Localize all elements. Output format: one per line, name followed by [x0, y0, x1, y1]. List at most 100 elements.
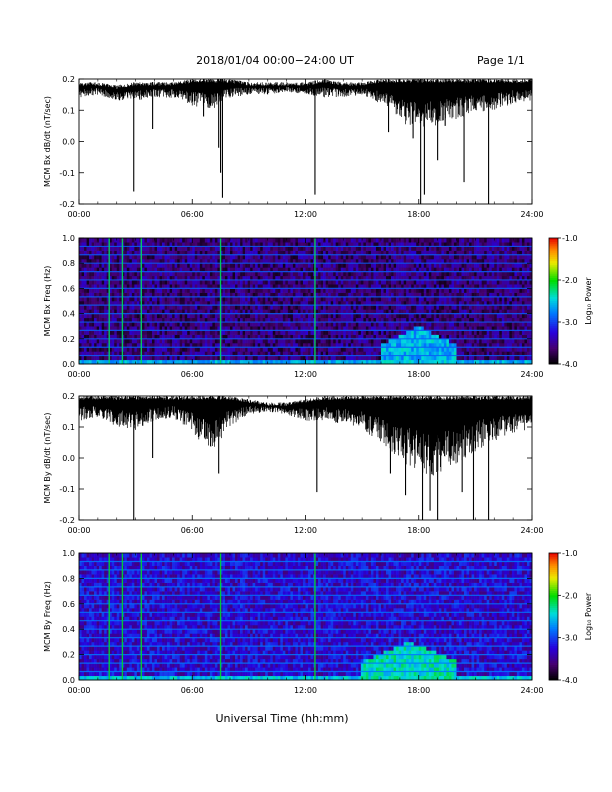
spectrogram-cell — [154, 280, 158, 285]
spectrogram-cell — [343, 343, 347, 348]
spectrogram-cell — [338, 296, 342, 302]
spectrogram-cell — [328, 280, 331, 285]
spectrogram-cell — [202, 301, 206, 306]
spectrogram-cell — [484, 292, 487, 298]
spectrogram-cell — [144, 326, 148, 331]
spectrogram-cell — [388, 280, 392, 285]
spectrogram-cell — [300, 305, 304, 310]
spectrogram-cell — [466, 359, 470, 365]
spectrogram-cell — [310, 246, 314, 251]
spectrogram-cell — [257, 254, 261, 260]
spectrogram-cell — [126, 275, 130, 281]
spectrogram-cell — [172, 309, 175, 314]
spectrogram-cell — [106, 343, 110, 348]
spectrogram-cell — [469, 334, 472, 340]
spectrogram-cell — [179, 238, 183, 243]
spectrogram-cell — [232, 313, 236, 319]
y-tick-label: -0.2 — [59, 200, 75, 209]
spectrogram-cell — [431, 343, 435, 348]
spectrogram-cell — [323, 267, 326, 272]
spectrogram-cell — [401, 242, 404, 247]
spectrogram-cell — [481, 347, 485, 352]
spectrogram-cell — [275, 351, 279, 356]
spectrogram-cell — [388, 292, 392, 298]
spectrogram-cell — [242, 267, 246, 272]
spectrogram-cell — [285, 296, 289, 302]
spectrogram-cell — [328, 288, 331, 293]
spectrogram-cell — [179, 305, 183, 310]
spectrogram-cell — [151, 322, 155, 327]
spectrogram-cell — [81, 305, 85, 310]
spectrogram-cell — [388, 288, 392, 293]
spectrogram-cell — [416, 305, 420, 310]
spectrogram-cell — [315, 238, 319, 243]
spectrogram-cell — [401, 267, 404, 272]
spectrogram-cell — [272, 267, 276, 272]
spectrogram-cell — [252, 343, 256, 348]
spectrogram-cell — [116, 313, 120, 319]
spectrogram-cell — [343, 347, 347, 352]
spectrogram-cell — [219, 238, 223, 243]
spectrogram-cell — [227, 301, 231, 306]
spectrogram-cell — [292, 322, 296, 327]
spectrogram-cell — [340, 347, 344, 352]
spectrogram-cell — [149, 326, 153, 331]
spectrogram-cell — [212, 296, 216, 302]
spectrogram-cell — [189, 263, 193, 268]
spectrogram-cell — [479, 330, 482, 335]
spectrogram-cell — [338, 271, 342, 277]
spectrogram-cell — [282, 330, 286, 335]
spectrogram-cell — [308, 313, 311, 319]
spectrogram-cell — [403, 301, 407, 306]
spectrogram-cell — [479, 246, 482, 251]
spectrogram-cell — [459, 259, 462, 264]
spectrogram-cell — [287, 359, 291, 365]
spectrogram-cell — [456, 330, 460, 335]
spectrogram-cell — [134, 326, 138, 331]
spectrogram-cell — [86, 334, 90, 340]
spectrogram-cell — [212, 280, 216, 285]
spectrogram-cell — [270, 296, 274, 302]
spectrogram-cell — [224, 292, 228, 298]
spectrogram-cell — [86, 301, 90, 306]
spectrogram-cell — [219, 351, 223, 356]
spectrogram-cell — [302, 343, 306, 348]
spectrogram-cell — [149, 296, 153, 302]
spectrogram-cell — [104, 313, 107, 319]
spectrogram-cell — [136, 322, 140, 327]
spectrogram-cell — [461, 271, 465, 277]
spectrogram-cell — [323, 254, 326, 260]
spectrogram-cell — [388, 330, 392, 335]
spectrogram-cell — [212, 322, 216, 327]
spectrogram-cell — [136, 334, 140, 340]
spectrogram-cell — [250, 305, 253, 310]
spectrogram-cell — [285, 347, 289, 352]
spectrogram-cell — [388, 317, 392, 323]
spectrogram-cell — [393, 330, 397, 335]
spectrogram-cell — [272, 359, 276, 365]
spectrogram-cell — [456, 343, 460, 348]
spectrogram-cell — [99, 254, 102, 260]
spectrogram-cell — [131, 347, 135, 352]
spectrogram-cell — [343, 254, 347, 260]
spectrogram-cell — [79, 254, 82, 260]
spectrogram-cell — [408, 343, 412, 348]
spectrogram-cell — [101, 334, 105, 340]
spectrogram-cell — [436, 242, 440, 247]
spectrogram-cell — [109, 263, 113, 268]
spectrogram-cell — [418, 292, 422, 298]
spectrogram-cell — [167, 250, 170, 256]
spectrogram-cell — [443, 259, 447, 264]
spectrogram-cell — [179, 254, 183, 260]
spectrogram-cell — [209, 313, 213, 319]
spectrogram-cell — [433, 338, 437, 344]
spectrogram-cell — [79, 238, 82, 243]
spectrogram-cell — [151, 238, 155, 243]
spectrogram-cell — [325, 275, 329, 281]
spectrogram-cell — [275, 330, 279, 335]
spectrogram-cell — [426, 330, 430, 335]
spectrogram-cell — [184, 355, 188, 361]
spectrogram-cell — [413, 246, 417, 251]
spectrogram-cell — [363, 267, 367, 272]
spectrogram-cell — [149, 263, 153, 268]
